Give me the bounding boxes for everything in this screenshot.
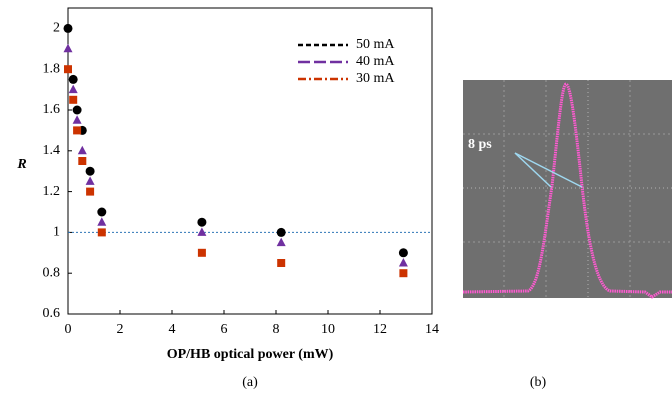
point (73, 126, 81, 134)
point (277, 228, 286, 237)
y-tick-label: 1.4 (43, 143, 61, 158)
y-tick-label: 0.6 (43, 306, 61, 321)
legend-label: 40 mA (356, 54, 395, 69)
y-tick-label: 1.8 (43, 61, 61, 76)
y-tick-label: 1.2 (43, 184, 61, 199)
oscilloscope-image: 8 ps (463, 80, 672, 298)
point (399, 269, 407, 277)
x-tick-label: 14 (425, 322, 439, 337)
point (97, 217, 106, 226)
y-tick-label: 0.8 (43, 265, 61, 280)
point (197, 218, 206, 227)
y-tick-label: 2 (53, 21, 60, 36)
x-tick-label: 4 (169, 322, 176, 337)
y-tick-label: 1 (53, 225, 60, 240)
point (277, 259, 285, 267)
y-axis-label: R (16, 157, 26, 172)
point (64, 44, 73, 53)
point (69, 96, 77, 104)
point (78, 146, 87, 155)
x-tick-label: 0 (65, 322, 72, 337)
screen (463, 80, 672, 298)
legend-label: 30 mA (356, 71, 395, 86)
point (277, 238, 286, 247)
point (197, 227, 206, 236)
annotation: 8 ps (468, 137, 492, 152)
point (64, 65, 72, 73)
caption: (b) (530, 375, 547, 390)
point (69, 75, 78, 84)
point (78, 157, 86, 165)
x-tick-label: 12 (373, 322, 387, 337)
x-axis-label: OP/HB optical power (mW) (167, 347, 334, 362)
point (86, 188, 94, 196)
point (399, 258, 408, 267)
x-tick-label: 2 (117, 322, 124, 337)
figure: R OP/HB optical power (mW) (a) 8 ps (b) … (0, 0, 672, 394)
caption: (a) (242, 375, 258, 390)
x-tick-label: 8 (273, 322, 280, 337)
point (73, 106, 82, 115)
point (399, 248, 408, 257)
point (69, 85, 78, 94)
point (97, 208, 106, 217)
point (86, 167, 95, 176)
point (73, 115, 82, 124)
x-tick-label: 6 (221, 322, 228, 337)
point (86, 176, 95, 185)
x-tick-label: 10 (321, 322, 335, 337)
point (198, 249, 206, 257)
point (64, 24, 73, 33)
legend-label: 50 mA (356, 37, 395, 52)
point (98, 228, 106, 236)
y-tick-label: 1.6 (43, 102, 61, 117)
